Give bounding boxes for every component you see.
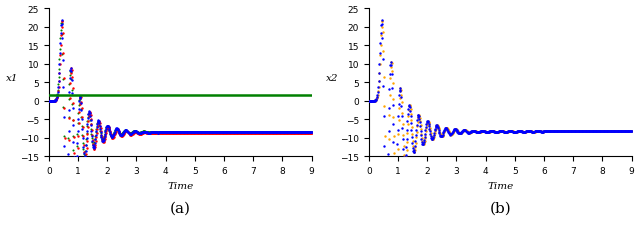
X-axis label: Time: Time xyxy=(167,181,193,190)
Text: (b): (b) xyxy=(490,201,511,215)
X-axis label: Time: Time xyxy=(487,181,513,190)
Text: (a): (a) xyxy=(170,201,191,215)
Y-axis label: x2: x2 xyxy=(326,74,338,83)
Y-axis label: x1: x1 xyxy=(6,74,18,83)
